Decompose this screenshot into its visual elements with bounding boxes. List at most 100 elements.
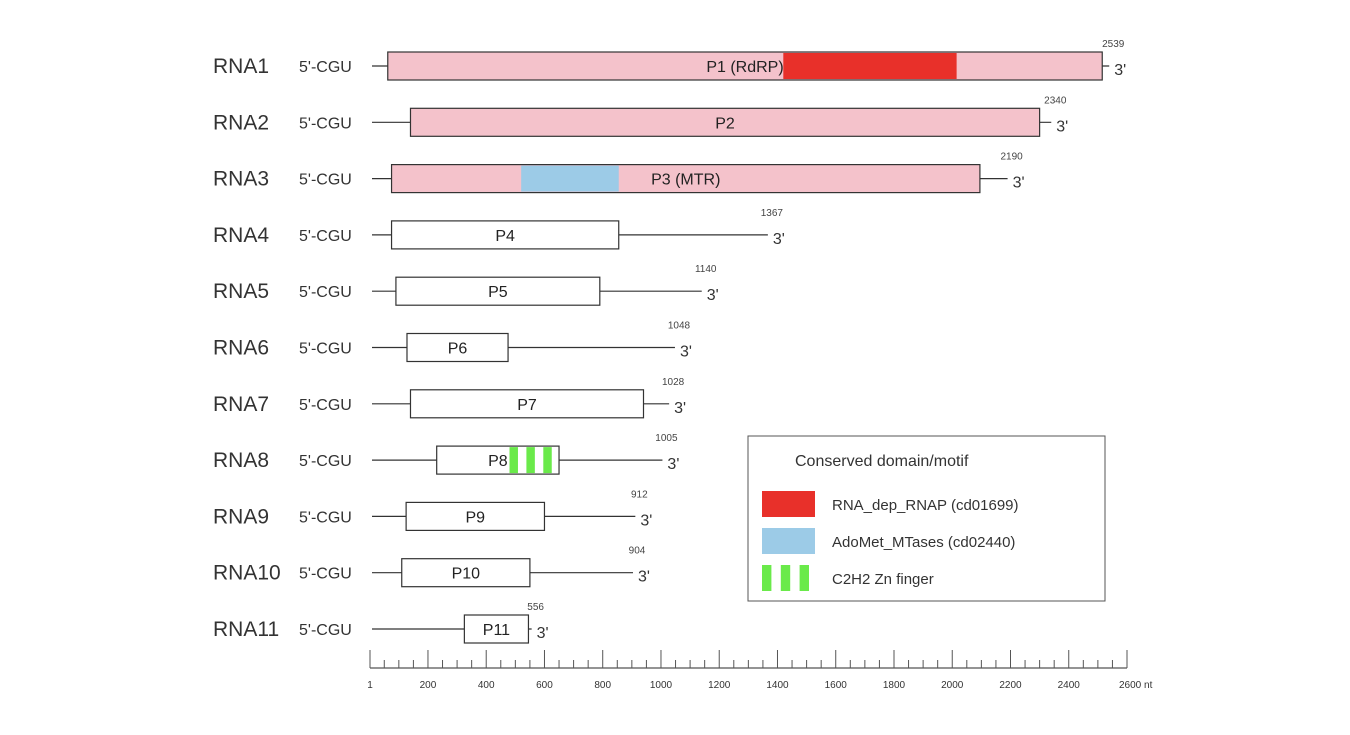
zn-finger-stripe (543, 447, 552, 474)
three-prime-label: 3' (667, 456, 679, 473)
rna-row-rna11: RNA11 5'-CGU P11 556 3' (213, 602, 549, 644)
legend-swatch (762, 491, 815, 517)
rna-name: RNA9 (213, 505, 269, 528)
orf-box (405, 501, 546, 531)
five-prime-label: 5'-CGU (299, 453, 352, 470)
three-prime-label: 3' (1056, 118, 1068, 135)
rna-row-rna8: RNA8 5'-CGU P8 1005 3' (213, 433, 679, 475)
orf-box (409, 389, 645, 419)
length-label: 912 (631, 489, 648, 500)
scale-tick-label: 600 (536, 680, 553, 691)
scale-tick-label: 400 (478, 680, 495, 691)
orf-box (395, 276, 601, 306)
orf-label: P1 (RdRP) (706, 59, 783, 76)
scale-tick-label: 2000 (941, 680, 964, 691)
scale-tick-label: 1600 (825, 680, 848, 691)
rna-row-rna3: RNA3 5'-CGU P3 (MTR) 2190 3' (213, 152, 1025, 194)
orf-label: P4 (495, 228, 515, 245)
five-prime-label: 5'-CGU (299, 115, 352, 132)
orf-label: P7 (517, 397, 537, 414)
three-prime-label: 3' (537, 625, 549, 642)
scale-tick-label: 2200 (999, 680, 1022, 691)
orf-box (387, 51, 1103, 81)
zn-finger-stripe (526, 447, 535, 474)
scale-tick-label: 1 (367, 680, 373, 691)
length-label: 1048 (668, 321, 691, 332)
five-prime-label: 5'-CGU (299, 566, 352, 583)
length-label: 1140 (695, 264, 717, 275)
scale-tick-label: 1400 (766, 680, 789, 691)
rna-row-rna10: RNA10 5'-CGU P10 904 3' (213, 546, 650, 588)
orf-label: P8 (488, 453, 508, 470)
domain-adomet-mtases (521, 165, 619, 192)
scale-tick-label: 1800 (883, 680, 906, 691)
length-label: 1005 (655, 433, 678, 444)
orf-box (409, 107, 1041, 137)
orf-box (463, 614, 530, 644)
scale-tick-label: 200 (420, 680, 437, 691)
orf-label: P5 (488, 284, 508, 301)
rna-name: RNA10 (213, 562, 281, 585)
orf-box (390, 164, 981, 194)
rna-row-rna5: RNA5 5'-CGU P5 1140 3' (213, 264, 719, 306)
orf-label: P9 (466, 509, 486, 526)
legend-label: RNA_dep_RNAP (cd01699) (832, 497, 1019, 514)
legend-swatch-stripe (780, 565, 791, 591)
rna-row-rna9: RNA9 5'-CGU P9 912 3' (213, 489, 652, 531)
three-prime-label: 3' (1114, 62, 1126, 79)
legend-label: C2H2 Zn finger (832, 571, 934, 588)
rna-name: RNA2 (213, 111, 269, 134)
length-label: 1028 (662, 377, 685, 388)
rna-row-rna2: RNA2 5'-CGU P2 2340 3' (213, 95, 1068, 137)
rna-name: RNA8 (213, 449, 269, 472)
three-prime-label: 3' (707, 287, 719, 304)
orf-box (390, 220, 620, 250)
three-prime-label: 3' (640, 512, 652, 529)
three-prime-label: 3' (773, 231, 785, 248)
length-label: 2539 (1102, 39, 1125, 50)
five-prime-label: 5'-CGU (299, 341, 352, 358)
legend-swatch (762, 528, 815, 554)
length-label: 2340 (1044, 95, 1067, 106)
three-prime-label: 3' (1013, 175, 1025, 192)
five-prime-label: 5'-CGU (299, 284, 352, 301)
five-prime-label: 5'-CGU (299, 509, 352, 526)
orf-box (406, 332, 509, 363)
five-prime-label: 5'-CGU (299, 622, 352, 639)
rna-row-rna6: RNA6 5'-CGU P6 1048 3' (213, 321, 692, 363)
rna-name: RNA1 (213, 55, 269, 78)
rna-name: RNA7 (213, 393, 269, 416)
rna-rows: RNA1 5'-CGU P1 (RdRP) 2539 3' RNA2 5'-CGU P2 234… (213, 39, 1126, 644)
length-label: 904 (629, 546, 646, 557)
legend-title: Conserved domain/motif (795, 453, 969, 470)
scale-tick-label: 2600 nt (1119, 680, 1153, 691)
orf-label: P6 (448, 341, 468, 358)
legend-item-1: RNA_dep_RNAP (cd01699) (762, 491, 1019, 517)
orf-label: P10 (452, 566, 481, 583)
length-label: 556 (527, 602, 544, 613)
rna-row-rna4: RNA4 5'-CGU P4 1367 3' (213, 208, 785, 250)
five-prime-label: 5'-CGU (299, 172, 352, 189)
domain-rna-dep-rnap (783, 53, 957, 79)
scale-tick-label: 2400 (1058, 680, 1081, 691)
orf-label: P2 (715, 115, 735, 132)
scale-bar: 1 200 400 600 800 1000 1200 1400 1600 1800 2000 220… (367, 650, 1153, 691)
legend-label: AdoMet_MTases (cd02440) (832, 534, 1015, 551)
rna-name: RNA4 (213, 224, 269, 247)
scale-tick-label: 1000 (650, 680, 673, 691)
length-label: 1367 (761, 208, 784, 219)
five-prime-label: 5'-CGU (299, 228, 352, 245)
orf-label: P3 (MTR) (651, 172, 720, 189)
legend-swatch-stripe (762, 565, 772, 591)
orf-label: P11 (483, 622, 510, 639)
legend-swatch-stripe (799, 565, 809, 591)
legend-item-3: C2H2 Zn finger (762, 565, 934, 591)
five-prime-label: 5'-CGU (299, 59, 352, 76)
legend-items: RNA_dep_RNAP (cd01699) AdoMet_MTases (cd0… (762, 491, 1019, 591)
three-prime-label: 3' (674, 400, 686, 417)
three-prime-label: 3' (638, 569, 650, 586)
scale-tick-label: 800 (594, 680, 611, 691)
scale-tick-label: 1200 (708, 680, 731, 691)
zn-finger-stripe (509, 447, 518, 474)
